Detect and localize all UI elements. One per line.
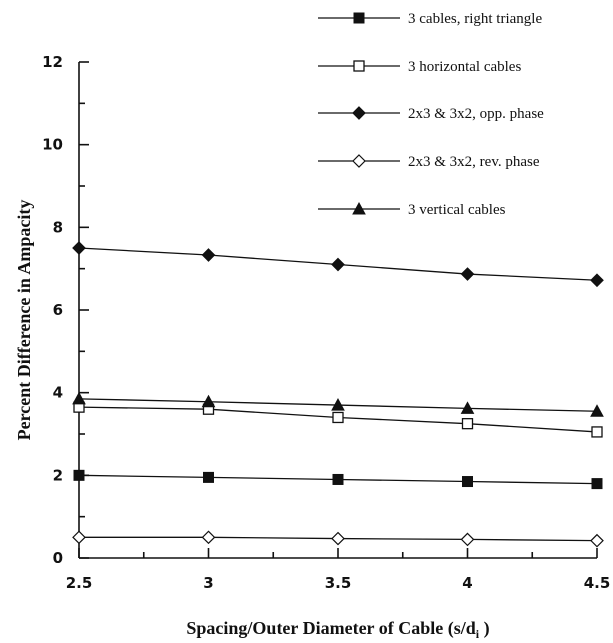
data-point-marker: [352, 106, 366, 120]
legend-item: 3 vertical cables: [318, 201, 506, 218]
data-point-marker: [353, 12, 365, 24]
data-point-marker: [201, 530, 216, 545]
y-tick-label: 12: [42, 53, 63, 71]
legend-label: 3 cables, right triangle: [408, 11, 542, 27]
y-tick-label: 2: [53, 466, 63, 484]
legend-label: 3 horizontal cables: [408, 59, 521, 75]
data-point-marker: [460, 401, 475, 414]
data-point-marker: [460, 532, 475, 547]
data-point-marker: [591, 426, 603, 438]
legend-item: 3 horizontal cables: [318, 59, 521, 75]
x-axis-title-suffix: ): [479, 618, 490, 639]
legend-item: 2x3 & 3x2, opp. phase: [318, 106, 544, 122]
x-tick-label: 2.5: [66, 574, 93, 592]
series-group: [72, 241, 604, 548]
data-point-marker: [72, 241, 86, 255]
data-point-marker: [201, 248, 216, 262]
data-point-marker: [590, 273, 604, 288]
y-tick-label: 10: [42, 136, 63, 154]
data-point-marker: [203, 471, 214, 483]
data-point-marker: [72, 391, 86, 405]
legend-label: 2x3 & 3x2, opp. phase: [408, 106, 544, 122]
data-point-marker: [353, 60, 365, 72]
series-3: [72, 241, 604, 288]
legend-label: 3 vertical cables: [408, 202, 506, 218]
data-point-marker: [331, 257, 345, 272]
x-tick-label: 3: [203, 574, 213, 592]
data-point-marker: [352, 154, 366, 168]
data-point-marker: [73, 469, 85, 481]
legend-item: 3 cables, right triangle: [318, 11, 542, 27]
data-point-marker: [590, 404, 604, 417]
y-axis-ticks: 0 2 4 6 8 10 12: [42, 53, 89, 567]
x-tick-label: 3.5: [325, 574, 352, 592]
x-axis-title-main: Spacing/Outer Diameter of Cable (s/d: [186, 618, 475, 639]
series-5: [72, 391, 604, 417]
x-axis-title: Spacing/Outer Diameter of Cable (s/di ): [186, 618, 489, 641]
y-tick-label: 6: [53, 301, 63, 319]
y-tick-label: 8: [53, 218, 63, 236]
data-point-marker: [590, 533, 604, 548]
data-point-marker: [332, 473, 344, 485]
series-4: [72, 530, 604, 548]
data-point-marker: [460, 267, 475, 281]
legend-item: 2x3 & 3x2, rev. phase: [318, 154, 540, 170]
legend: 3 cables, right triangle 3 horizontal cab…: [318, 11, 544, 218]
data-point-marker: [352, 201, 366, 215]
data-point-marker: [72, 530, 86, 545]
x-axis-ticks: 2.5 3 3.5 4 4.5: [66, 548, 611, 592]
series-1: [73, 469, 603, 490]
data-point-marker: [201, 394, 216, 408]
y-axis-title: Percent Difference in Ampacity: [14, 200, 34, 441]
y-tick-label: 0: [53, 549, 63, 567]
data-point-marker: [331, 531, 345, 546]
legend-label: 2x3 & 3x2, rev. phase: [408, 154, 540, 170]
data-point-marker: [461, 418, 474, 430]
plot-area: 0 2 4 6 8 10 12 2.5 3 3.5 4 4.5: [42, 53, 610, 592]
data-point-marker: [331, 398, 345, 411]
x-tick-label: 4: [462, 574, 472, 592]
data-point-marker: [591, 478, 603, 490]
y-tick-label: 4: [53, 384, 63, 402]
x-tick-label: 4.5: [584, 574, 611, 592]
data-point-marker: [332, 411, 344, 424]
data-point-marker: [462, 476, 473, 488]
x-axis-title-subscript: i: [476, 627, 480, 641]
